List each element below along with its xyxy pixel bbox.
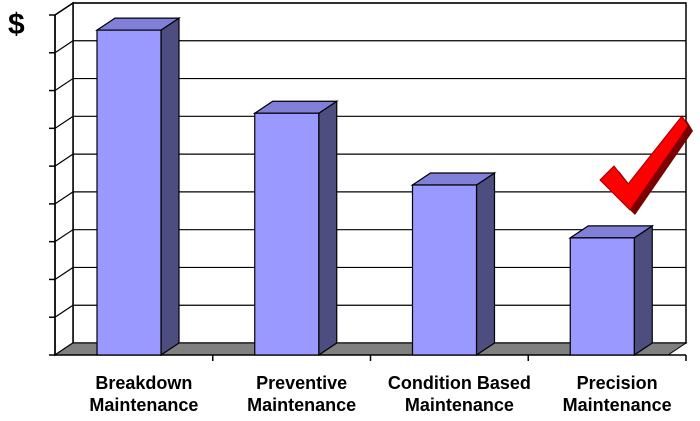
x-tick-label-line: Breakdown	[95, 373, 193, 393]
bar	[569, 237, 635, 356]
gridline	[54, 2, 686, 16]
x-tick-label-line: Preventive	[256, 373, 348, 393]
checkmark-icon	[599, 115, 693, 215]
y-axis-label: $	[8, 8, 25, 41]
x-tick-label: Precision Maintenance	[537, 372, 697, 416]
bar-side	[318, 100, 338, 357]
gridline	[54, 115, 686, 129]
bar-side	[160, 16, 180, 357]
bar	[254, 112, 320, 356]
bar-side	[633, 224, 653, 357]
x-tick-label: Condition Based Maintenance	[379, 372, 539, 416]
bar-side	[475, 171, 496, 357]
x-tick-label: Preventive Maintenance	[222, 372, 382, 416]
x-tick-label-line: Maintenance	[562, 395, 672, 415]
x-tick-label-line: Maintenance	[404, 395, 514, 415]
x-tick-label-line: Precision	[576, 373, 658, 393]
bar	[96, 29, 162, 356]
bar	[411, 184, 478, 356]
gridline	[54, 77, 686, 92]
x-tick-label-line: Condition Based	[387, 373, 531, 393]
plot-side-wall	[54, 1, 74, 357]
x-tick-label: Breakdown Maintenance	[64, 372, 224, 416]
gridline	[54, 40, 686, 54]
x-tick-label-line: Maintenance	[247, 395, 357, 415]
x-tick-label-line: Maintenance	[89, 395, 199, 415]
gridline	[54, 153, 686, 167]
